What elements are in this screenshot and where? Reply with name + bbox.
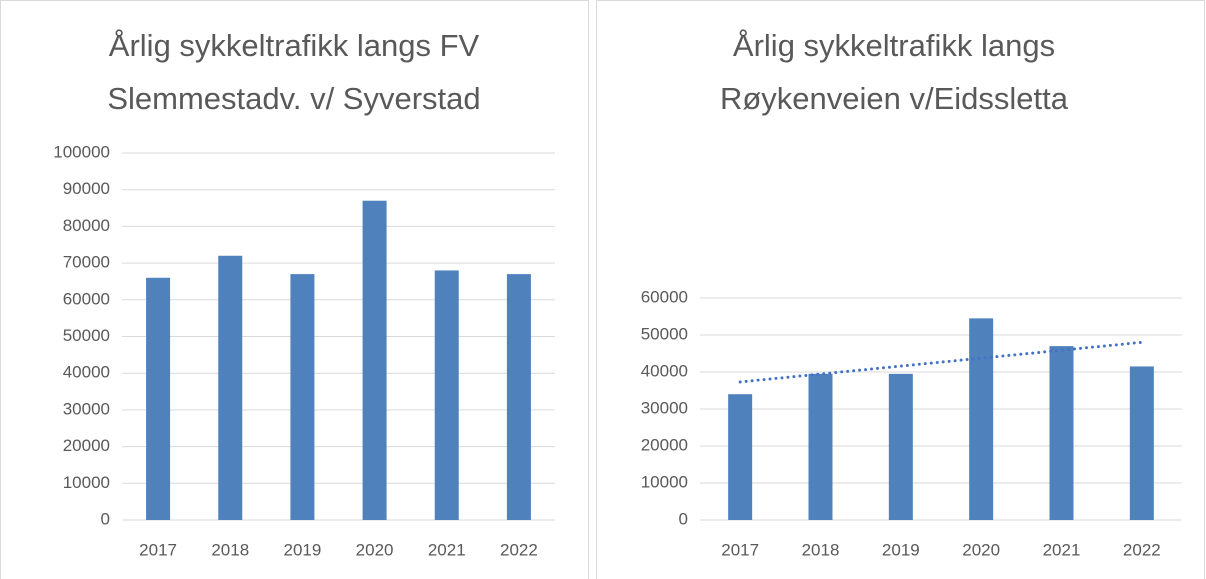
x-tick-label: 2017 [721, 540, 759, 559]
y-tick-label: 0 [101, 509, 110, 528]
x-tick-label: 2021 [1043, 540, 1081, 559]
y-tick-label: 0 [679, 509, 688, 528]
x-tick-label: 2022 [500, 540, 538, 559]
y-tick-label: 40000 [63, 363, 110, 382]
y-tick-label: 10000 [63, 473, 110, 492]
chart-title: Slemmestadv. v/ Syverstad [107, 81, 480, 116]
y-tick-label: 50000 [641, 324, 688, 343]
trendline [738, 340, 1144, 384]
y-tick-label: 90000 [63, 179, 110, 198]
chart-title: Årlig sykkeltrafikk langs FV [109, 28, 480, 63]
bar [434, 270, 459, 520]
y-tick-label: 40000 [641, 361, 688, 380]
bar [888, 373, 913, 520]
x-tick-label: 2020 [962, 540, 1000, 559]
bar [1049, 346, 1074, 520]
bar [290, 274, 315, 520]
bar [969, 318, 994, 520]
y-tick-label: 20000 [63, 436, 110, 455]
x-tick-label: 2018 [211, 540, 249, 559]
y-tick-label: 60000 [63, 289, 110, 308]
x-tick-label: 2019 [284, 540, 322, 559]
y-tick-label: 70000 [63, 253, 110, 272]
y-tick-label: 80000 [63, 216, 110, 235]
x-tick-label: 2017 [139, 540, 177, 559]
panel-border [596, 0, 1205, 579]
x-tick-label: 2020 [356, 540, 394, 559]
y-tick-label: 30000 [63, 399, 110, 418]
x-tick-label: 2018 [802, 540, 840, 559]
bar [362, 200, 387, 520]
x-tick-label: 2022 [1123, 540, 1161, 559]
y-tick-label: 50000 [63, 326, 110, 345]
x-tick-label: 2019 [882, 540, 920, 559]
x-tick-label: 2021 [428, 540, 466, 559]
y-tick-label: 100000 [53, 142, 110, 161]
y-tick-label: 30000 [641, 398, 688, 417]
bar [808, 373, 833, 520]
y-tick-label: 10000 [641, 472, 688, 491]
bar [506, 274, 531, 520]
y-tick-label: 60000 [641, 287, 688, 306]
bar [218, 255, 243, 520]
bar [1129, 366, 1154, 520]
chart-title: Røykenveien v/Eidssletta [720, 81, 1069, 116]
bar [728, 394, 753, 520]
y-tick-label: 20000 [641, 435, 688, 454]
panel-border [0, 0, 589, 579]
bar [146, 277, 171, 520]
chart-title: Årlig sykkeltrafikk langs [733, 28, 1055, 63]
